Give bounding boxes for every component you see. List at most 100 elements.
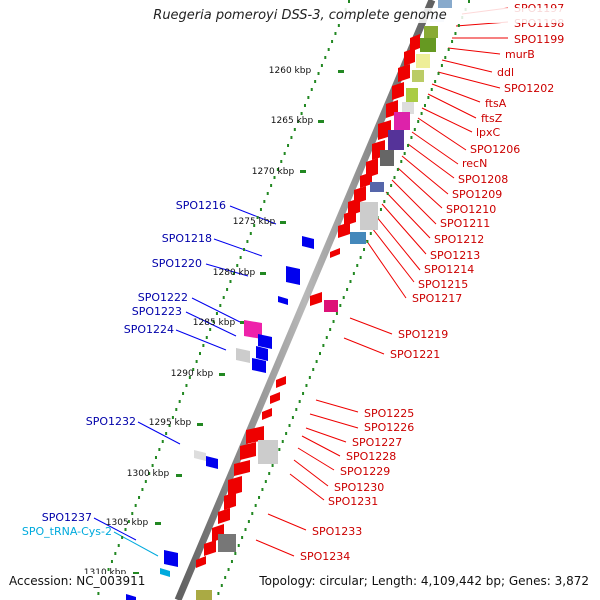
- label-connector: [229, 205, 277, 225]
- gene-label: SPO1234: [300, 550, 350, 563]
- track-dot: [246, 240, 249, 243]
- track-dot: [97, 592, 100, 595]
- track-dot: [342, 296, 345, 299]
- track-dot: [331, 40, 334, 43]
- gene-label: lpxC: [476, 126, 501, 139]
- track-dot: [312, 368, 315, 371]
- track-dot: [276, 168, 279, 171]
- gene-label: SPO1212: [434, 233, 484, 246]
- track-dot: [154, 456, 157, 459]
- gene-block: [416, 54, 430, 68]
- label-connector: [431, 83, 481, 103]
- track-dot: [261, 488, 264, 491]
- gene-label: SPO1225: [364, 407, 414, 420]
- label-connector: [441, 59, 493, 73]
- label-connector: [407, 143, 455, 179]
- reverse-gene: [278, 296, 288, 305]
- reverse-gene: [236, 348, 250, 363]
- gene-label: SPO1206: [470, 143, 520, 156]
- gene-block: [394, 112, 410, 130]
- gene-label: SPO1213: [430, 249, 480, 262]
- reverse-gene: [252, 358, 266, 373]
- track-dot: [417, 120, 420, 123]
- gene-label: ddl: [497, 66, 514, 79]
- label-connector: [93, 517, 137, 541]
- tick-label: 1270 kbp: [252, 167, 295, 177]
- track-dot: [337, 24, 340, 27]
- forward-gene: [398, 64, 410, 82]
- gene-label: SPO1217: [412, 292, 462, 305]
- track-dot: [322, 344, 325, 347]
- gene-label: SPO1219: [398, 328, 448, 341]
- track-dot: [403, 152, 406, 155]
- backbone: [174, 0, 436, 600]
- track-dot: [440, 64, 443, 67]
- track-dot: [300, 112, 303, 115]
- label-connector: [385, 191, 431, 239]
- track-dot: [192, 368, 195, 371]
- label-connector: [305, 427, 347, 443]
- gene-label: SPO1229: [340, 465, 390, 478]
- label-connector: [293, 459, 329, 487]
- track-dot: [229, 280, 232, 283]
- label-connector: [301, 435, 341, 457]
- reverse-gene: [256, 346, 268, 361]
- tick-label: 1280 kbp: [213, 268, 256, 278]
- track-dot: [253, 224, 256, 227]
- track-dot: [281, 440, 284, 443]
- gene-label: SPO1232: [86, 415, 136, 428]
- gene-label: SPO1227: [352, 436, 402, 449]
- reverse-gene: [258, 334, 272, 349]
- forward-gene: [276, 376, 286, 388]
- topology-text: Topology: circular; Length: 4,109,442 bp…: [256, 574, 592, 588]
- track-dot: [247, 520, 250, 523]
- track-dot: [444, 56, 447, 59]
- track-dot: [352, 272, 355, 275]
- track-dot: [219, 304, 222, 307]
- track-dot: [202, 344, 205, 347]
- tick-label: 1295 kbp: [149, 418, 192, 428]
- track-dot: [232, 272, 235, 275]
- accession-text: Accession: NC_003911: [6, 574, 149, 588]
- track-dot: [324, 56, 327, 59]
- track-dot: [205, 336, 208, 339]
- track-dot: [217, 592, 220, 595]
- forward-gene: [378, 120, 391, 140]
- gene-label: recN: [462, 157, 487, 170]
- gene-block: [218, 534, 236, 552]
- track-dot: [348, 0, 350, 3]
- track-dot: [237, 544, 240, 547]
- track-dot: [393, 176, 396, 179]
- tick-mark: [260, 272, 266, 275]
- forward-gene: [262, 408, 272, 420]
- gene-block: [380, 150, 394, 166]
- forward-gene: [330, 248, 340, 258]
- gene-block: [402, 102, 414, 114]
- gene-label: ftsA: [485, 97, 507, 110]
- gene-block: [324, 300, 338, 312]
- track-dot: [185, 384, 188, 387]
- track-dot: [293, 128, 296, 131]
- track-dot: [280, 160, 283, 163]
- gene-label: SPO1214: [424, 263, 474, 276]
- track-dot: [244, 528, 247, 531]
- track-dot: [236, 264, 239, 267]
- track-dot: [308, 376, 311, 379]
- label-connector: [371, 227, 415, 283]
- reverse-gene: [286, 266, 300, 285]
- track-dot: [390, 184, 393, 187]
- track-dot: [134, 504, 137, 507]
- track-dot: [329, 328, 332, 331]
- track-dot: [148, 472, 151, 475]
- gene-label: SPO1221: [390, 348, 440, 361]
- tick-label: 1290 kbp: [171, 369, 214, 379]
- track-dot: [298, 400, 301, 403]
- track-dot: [212, 320, 215, 323]
- track-dot: [131, 512, 134, 515]
- track-dot: [287, 144, 290, 147]
- track-dot: [258, 496, 261, 499]
- label-connector: [185, 311, 237, 337]
- tick-mark: [219, 373, 225, 376]
- track-dot: [268, 472, 271, 475]
- track-dot: [420, 112, 423, 115]
